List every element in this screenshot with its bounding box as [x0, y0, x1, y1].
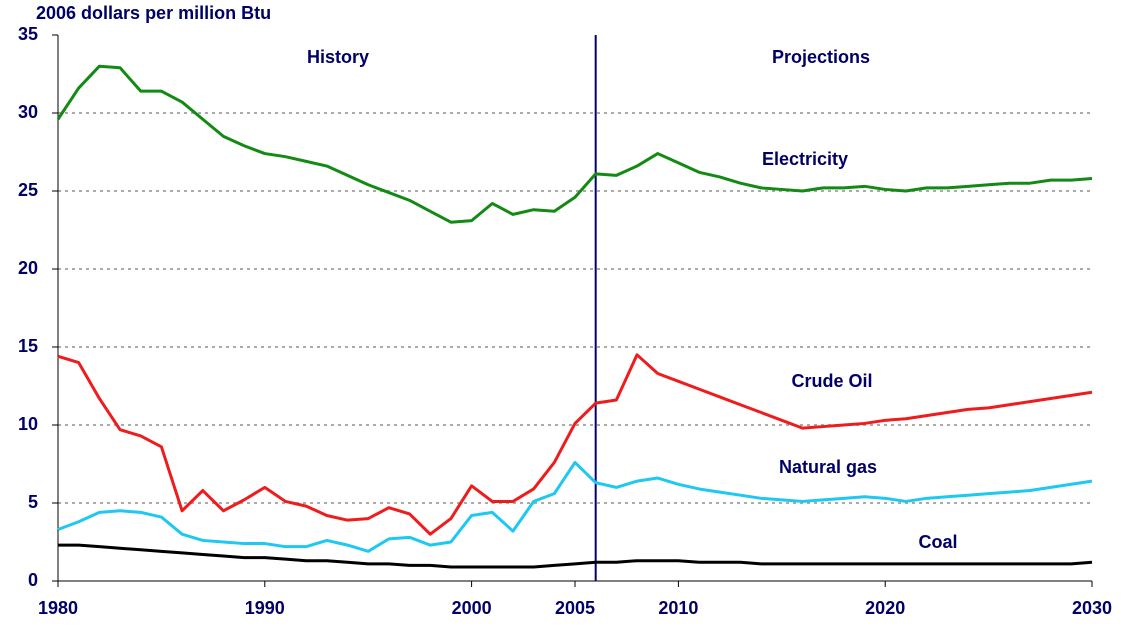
- x-tick-label: 1980: [38, 598, 78, 618]
- series-label: Crude Oil: [791, 371, 872, 391]
- series-line: [58, 543, 1093, 569]
- y-tick-label: 30: [18, 102, 38, 122]
- y-tick-label: 20: [18, 258, 38, 278]
- y-tick-label: 15: [18, 336, 38, 356]
- series-line: [57, 460, 1093, 553]
- series-line: [57, 353, 1093, 536]
- y-tick-label: 35: [18, 24, 38, 44]
- y-tick-label: 0: [28, 570, 38, 590]
- series-label: Natural gas: [779, 457, 877, 477]
- series-line: [56, 64, 1093, 224]
- y-tick-label: 10: [18, 414, 38, 434]
- y-tick-label: 5: [28, 492, 38, 512]
- y-tick-label: 25: [18, 180, 38, 200]
- series-label: Electricity: [762, 149, 848, 169]
- x-tick-label: 2030: [1072, 598, 1112, 618]
- series-label: Coal: [918, 532, 957, 552]
- x-tick-label: 2020: [865, 598, 905, 618]
- x-tick-label: 2010: [658, 598, 698, 618]
- annotation: Projections: [772, 47, 870, 67]
- x-tick-label: 1990: [245, 598, 285, 618]
- x-tick-label: 2005: [555, 598, 595, 618]
- annotation: History: [307, 47, 369, 67]
- x-tick-label: 2000: [452, 598, 492, 618]
- y-axis-label: 2006 dollars per million Btu: [36, 3, 271, 23]
